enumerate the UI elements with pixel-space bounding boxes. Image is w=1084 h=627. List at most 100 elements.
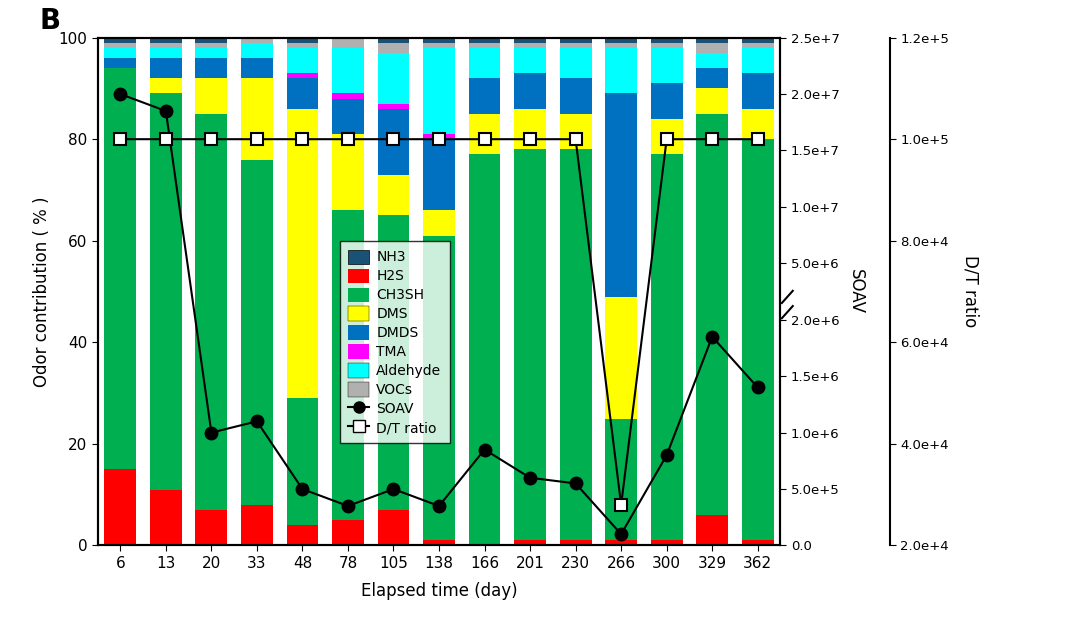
Bar (514, 108, 546, 149)
Bar (104, 58, 137, 68)
Bar (150, 38, 182, 43)
Bar (650, 540, 683, 545)
Bar (559, 540, 592, 545)
Bar (423, 540, 455, 545)
Bar (241, 43, 273, 58)
Bar (241, 78, 273, 159)
Bar (741, 73, 774, 108)
Bar (332, 98, 364, 134)
Bar (605, 297, 637, 419)
Bar (241, 38, 273, 43)
Bar (650, 83, 683, 119)
Bar (423, 134, 455, 139)
Bar (195, 58, 228, 78)
Bar (741, 540, 774, 545)
Bar (696, 43, 728, 53)
Bar (514, 540, 546, 545)
Bar (195, 510, 228, 545)
Bar (605, 93, 637, 297)
Bar (514, 149, 546, 540)
Bar (468, 38, 501, 43)
Bar (605, 419, 637, 540)
Bar (150, 78, 182, 93)
Bar (195, 113, 228, 510)
Bar (696, 88, 728, 113)
Bar (286, 78, 319, 108)
Bar (150, 48, 182, 58)
Bar (195, 78, 228, 113)
Bar (104, 469, 137, 545)
Bar (605, 48, 637, 93)
Bar (286, 398, 319, 525)
Bar (559, 38, 592, 43)
Bar (377, 103, 410, 108)
Bar (377, 510, 410, 545)
Bar (559, 78, 592, 113)
Bar (468, 113, 501, 154)
Bar (286, 43, 319, 48)
Bar (605, 540, 637, 545)
Bar (514, 48, 546, 73)
Bar (150, 43, 182, 48)
Bar (150, 93, 182, 490)
Y-axis label: SOAV: SOAV (847, 269, 865, 314)
Bar (514, 43, 546, 48)
Bar (332, 210, 364, 520)
Bar (696, 515, 728, 545)
Bar (423, 210, 455, 236)
Bar (332, 93, 364, 98)
Bar (332, 134, 364, 210)
Bar (104, 68, 137, 469)
Bar (650, 38, 683, 43)
Bar (195, 38, 228, 43)
Bar (286, 525, 319, 545)
Bar (423, 139, 455, 210)
Bar (104, 43, 137, 48)
Bar (514, 38, 546, 43)
Bar (696, 68, 728, 88)
Text: B: B (39, 7, 61, 35)
Bar (605, 38, 637, 43)
Bar (468, 43, 501, 48)
Bar (650, 48, 683, 83)
Bar (514, 73, 546, 108)
Bar (104, 38, 137, 43)
Bar (559, 48, 592, 78)
Bar (559, 43, 592, 48)
Legend: NH3, H2S, CH3SH, DMS, DMDS, TMA, Aldehyde, VOCs, SOAV, D/T ratio: NH3, H2S, CH3SH, DMS, DMDS, TMA, Aldehyd… (340, 241, 450, 443)
Bar (286, 108, 319, 398)
Bar (741, 48, 774, 73)
Bar (332, 48, 364, 93)
Bar (377, 53, 410, 103)
Bar (468, 78, 501, 113)
Bar (423, 43, 455, 48)
Bar (286, 73, 319, 78)
Bar (377, 108, 410, 175)
Bar (150, 58, 182, 78)
Bar (605, 43, 637, 48)
Bar (195, 43, 228, 48)
Bar (377, 175, 410, 215)
Bar (195, 48, 228, 58)
Bar (241, 58, 273, 78)
Bar (423, 38, 455, 43)
Bar (377, 43, 410, 53)
Bar (696, 113, 728, 515)
Bar (650, 154, 683, 540)
Bar (286, 38, 319, 43)
Y-axis label: Odor contribution ( % ): Odor contribution ( % ) (34, 196, 51, 387)
Bar (741, 108, 774, 139)
Bar (332, 520, 364, 545)
Bar (696, 53, 728, 68)
Bar (468, 48, 501, 78)
Bar (741, 38, 774, 43)
Bar (423, 236, 455, 540)
Bar (559, 113, 592, 149)
X-axis label: Elapsed time (day): Elapsed time (day) (361, 582, 517, 600)
Bar (241, 159, 273, 505)
Bar (377, 215, 410, 510)
Bar (468, 154, 501, 545)
Bar (241, 505, 273, 545)
Bar (286, 48, 319, 73)
Y-axis label: D/T ratio: D/T ratio (962, 255, 980, 328)
